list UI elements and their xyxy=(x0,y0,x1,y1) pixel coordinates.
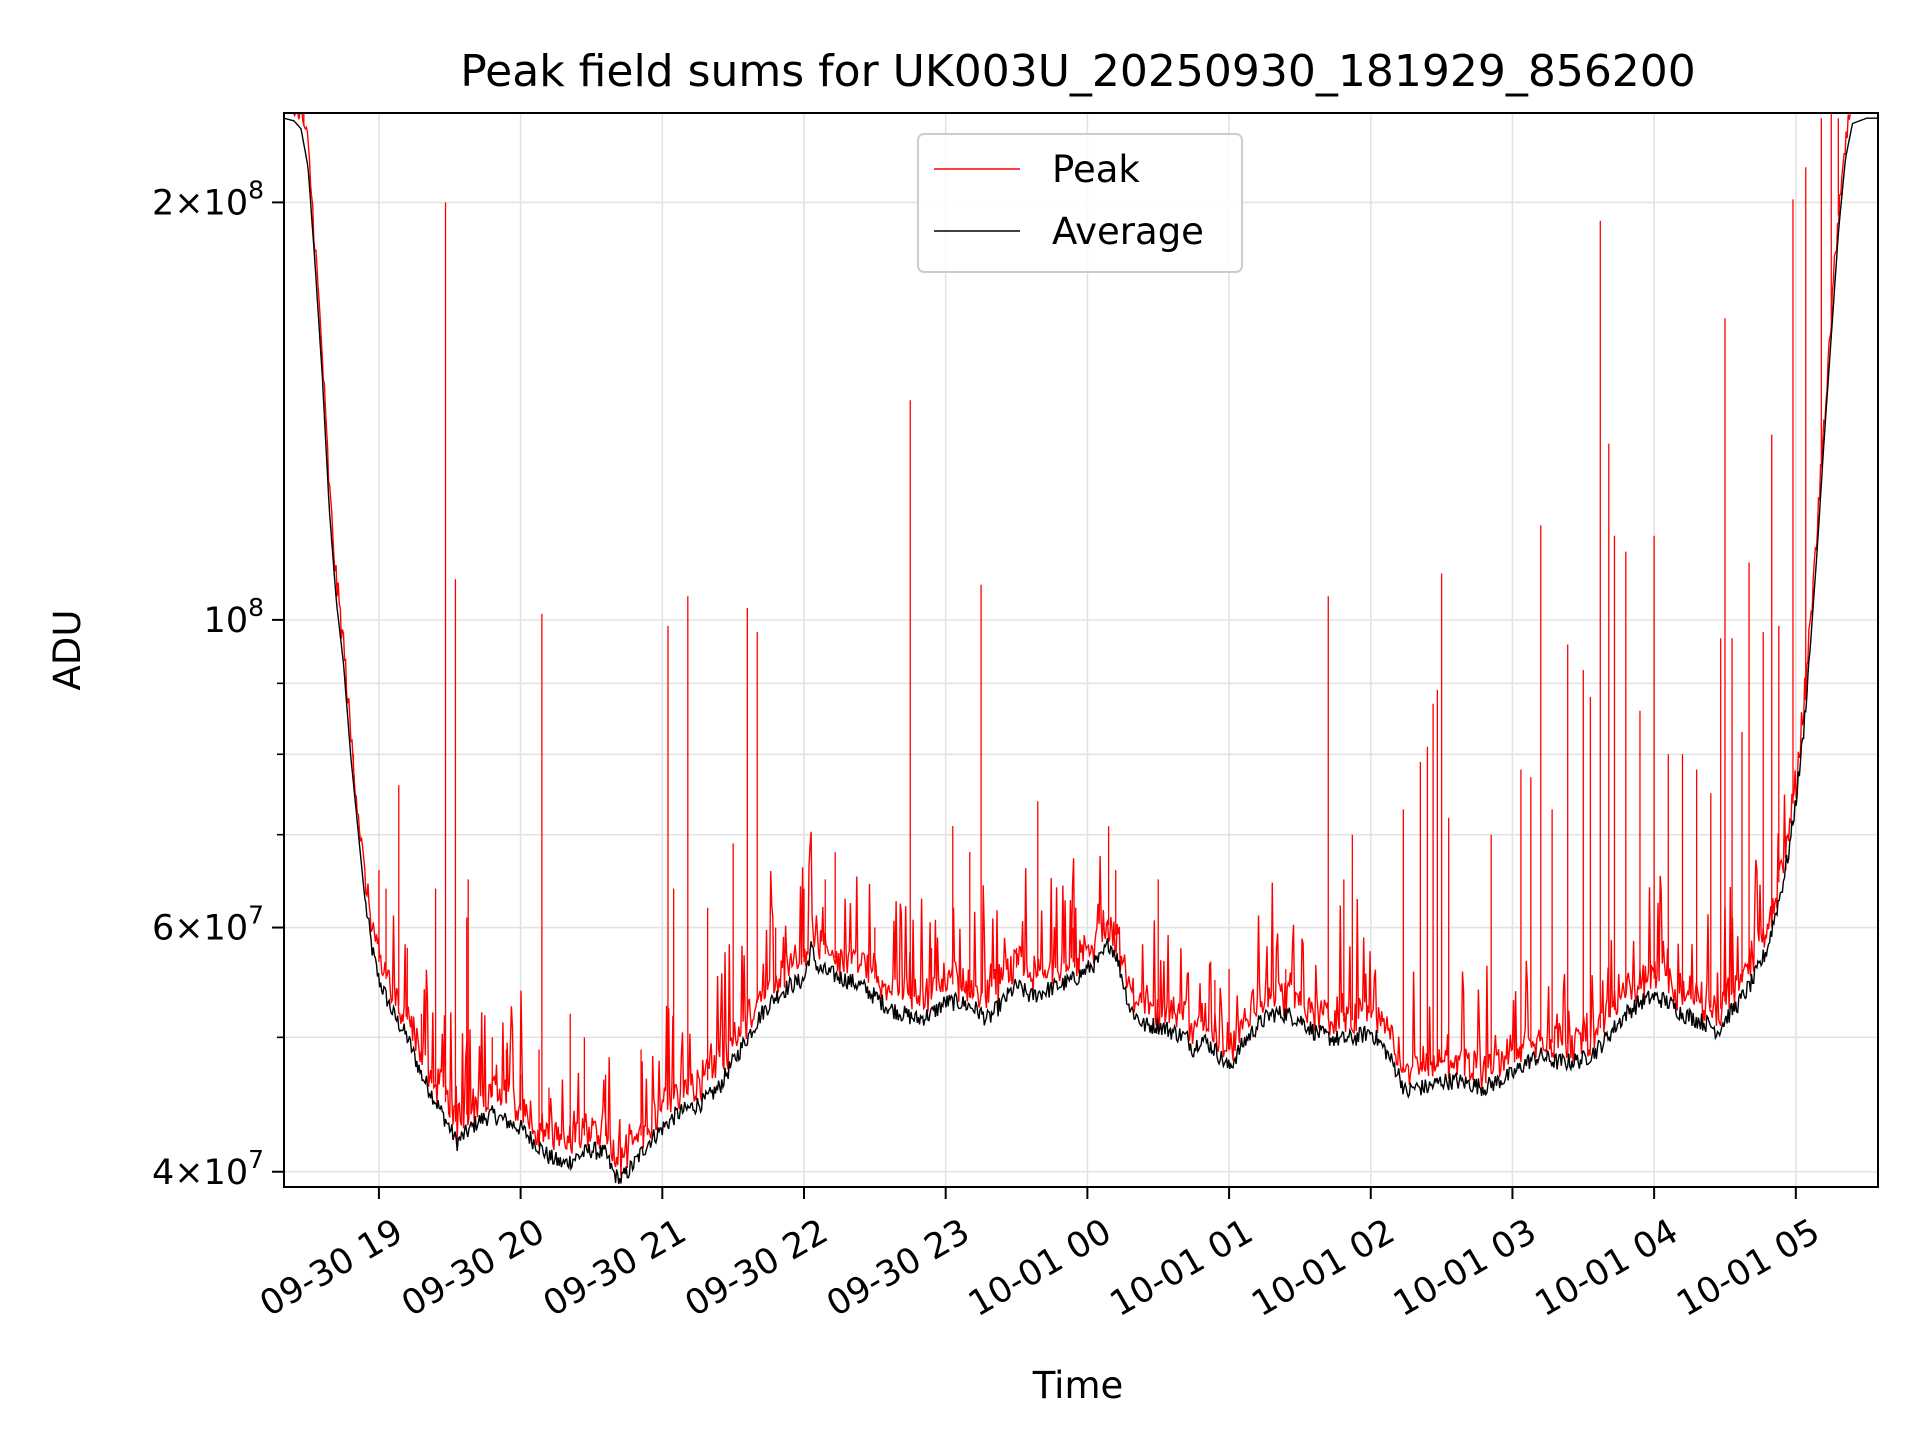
x-axis-label: Time xyxy=(1032,1364,1124,1407)
plot-frame xyxy=(283,112,1879,1188)
y-tick-label: 2×108 xyxy=(152,175,264,223)
legend: Peak Average xyxy=(917,133,1243,273)
y-tick-label: 108 xyxy=(204,593,264,641)
y-axis-ticks: 4×107 6×107 108 2×108 xyxy=(152,175,284,1193)
chart-title: Peak field sums for UK003U_20250930_1819… xyxy=(460,46,1696,97)
y-tick-label: 4×107 xyxy=(152,1145,264,1193)
legend-label-peak: Peak xyxy=(1052,148,1140,191)
series-peak xyxy=(284,112,1878,1177)
peak-line xyxy=(284,112,1878,1177)
legend-label-average: Average xyxy=(1052,210,1204,253)
series-average xyxy=(283,117,1878,1185)
y-axis-label: ADU xyxy=(46,610,89,691)
average-line xyxy=(283,117,1878,1185)
y-tick-label: 6×107 xyxy=(152,901,264,949)
